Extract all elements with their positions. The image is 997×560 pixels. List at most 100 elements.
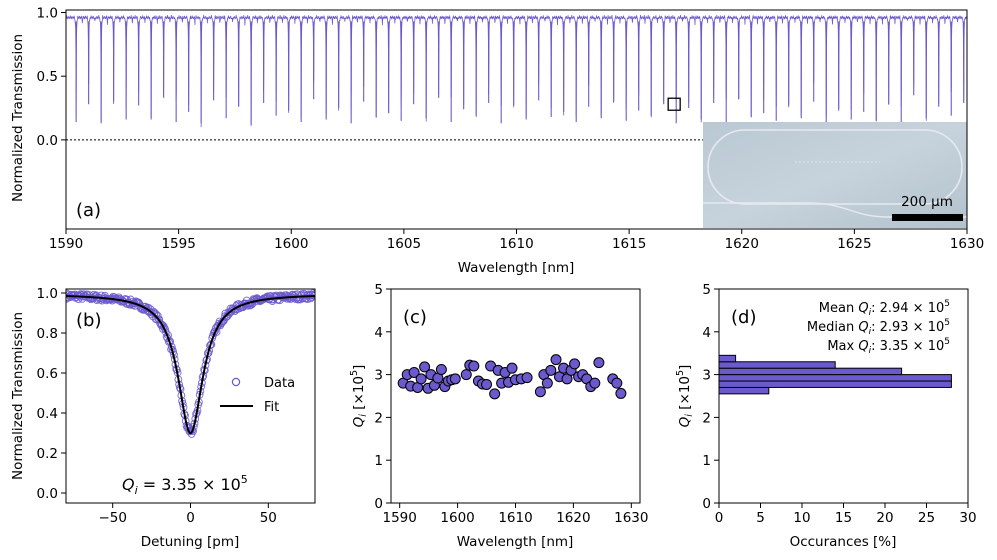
panel-b-xlabel: Detuning [pm] [141, 534, 240, 550]
y-tick-label: 0 [374, 496, 383, 512]
x-tick-label: 5 [756, 510, 765, 526]
q-point [468, 360, 480, 372]
x-tick-label: 1620 [725, 236, 759, 252]
x-tick-label: 1600 [274, 236, 308, 252]
q-point [593, 357, 605, 369]
y-tick-label: 5 [702, 282, 711, 298]
inset-micrograph: 200 µm [703, 122, 967, 228]
y-tick-label: 1.0 [37, 6, 58, 22]
data-point [311, 290, 315, 299]
panel-c: 1590 1600 1610 1620 1630 0 1 2 3 4 5 (c) Wavelengt… [349, 282, 648, 550]
panel-a-ylabel: Normalized Transmission [10, 34, 26, 202]
x-tick-label: 1595 [161, 236, 195, 252]
y-tick-label: 0.8 [37, 326, 58, 342]
y-tick-label: 5 [374, 282, 383, 298]
y-tick-label: 1 [702, 453, 711, 469]
x-tick-label: 1630 [950, 236, 984, 252]
histogram-bar [719, 374, 952, 382]
highlight-box [667, 97, 681, 111]
y-tick-label: 0.0 [37, 486, 58, 502]
panel-a-label: (a) [76, 200, 101, 221]
q-point [541, 377, 553, 389]
x-tick-label: 1620 [556, 510, 590, 526]
y-tick-label: 0 [702, 496, 711, 512]
panel-c-axes: 1590 1600 1610 1620 1630 0 1 2 3 4 5 [374, 282, 648, 526]
q-point [534, 386, 546, 398]
q-point [449, 373, 461, 385]
q-point [615, 387, 627, 399]
panel-c-label: (c) [403, 307, 427, 328]
y-tick-label: 2 [702, 410, 711, 426]
q-point [415, 373, 427, 385]
q-point [550, 354, 562, 366]
q-point [506, 362, 518, 374]
panel-c-xlabel: Wavelength [nm] [457, 534, 574, 550]
x-tick-label: 0 [715, 510, 724, 526]
stat-mean: Mean Qi: 2.94 × 105 [819, 299, 950, 318]
q-point [589, 377, 601, 389]
x-tick-label: 1605 [387, 236, 421, 252]
y-tick-label: 0.6 [37, 366, 58, 382]
panel-a: 200 µm 1590 1595 1600 1605 1610 1615 1620 1625 1… [10, 6, 984, 276]
y-tick-label: 1 [374, 453, 383, 469]
scale-bar [892, 214, 963, 221]
x-tick-label: 1615 [612, 236, 646, 252]
x-tick-label: 1610 [498, 510, 532, 526]
scale-bar-label: 200 µm [901, 194, 953, 210]
histogram-bar [719, 367, 903, 376]
x-tick-label: 1630 [614, 510, 648, 526]
y-tick-label: 4 [374, 325, 383, 341]
panel-a-xlabel: Wavelength [nm] [458, 260, 575, 276]
y-tick-label: 4 [702, 325, 711, 341]
legend-data-marker [231, 377, 241, 387]
y-tick-label: 2 [374, 410, 383, 426]
y-tick-label: 3 [702, 368, 711, 384]
panel-b-label: (b) [76, 310, 101, 331]
x-tick-label: 1600 [440, 510, 474, 526]
panel-c-frame [390, 288, 641, 504]
q-point [408, 366, 420, 378]
q-point [545, 364, 557, 376]
panel-d-label: (d) [731, 307, 756, 328]
panel-a-axes: 1590 1595 1600 1605 1610 1615 1620 1625 1630 0.0 0… [37, 6, 985, 252]
q-point [611, 377, 623, 389]
fit-line [66, 295, 315, 435]
y-tick-label: 3 [374, 368, 383, 384]
panel-d-plot [719, 354, 952, 395]
q-point [419, 361, 431, 373]
panel-b-axes: −50 0 50 0.0 0.2 0.4 0.6 0.8 1.0 [37, 286, 277, 526]
histogram-bar [719, 354, 737, 363]
q-point [569, 358, 581, 370]
transmission-trace [66, 14, 967, 128]
q-point [481, 378, 493, 390]
panel-b-plot [66, 289, 315, 438]
x-tick-label: 1625 [837, 236, 871, 252]
x-tick-label: 30 [959, 510, 976, 526]
panel-d-ylabel: Qi [×105] [675, 365, 695, 428]
y-tick-label: 0.0 [37, 133, 58, 149]
q-point [489, 388, 501, 400]
x-tick-label: −50 [98, 510, 127, 526]
q-point [521, 372, 533, 384]
x-tick-label: 20 [876, 510, 893, 526]
x-tick-label: 1610 [499, 236, 533, 252]
stat-max: Max Qi: 3.35 × 105 [827, 337, 950, 356]
panel-d-xlabel: Occurances [%] [790, 534, 897, 550]
y-tick-label: 0.4 [37, 406, 58, 422]
panel-c-plot [397, 354, 627, 400]
panel-d: 0 5 10 15 20 25 30 0 1 2 3 4 5 (d) Mean Qi: 2.94 × 1… [675, 282, 977, 550]
histogram-bar [719, 386, 770, 395]
panel-d-axes: 0 5 10 15 20 25 30 0 1 2 3 4 5 [702, 282, 976, 526]
x-tick-label: 10 [793, 510, 810, 526]
stat-median: Median Qi: 2.93 × 105 [807, 318, 950, 337]
panel-c-ylabel: Qi [×105] [349, 365, 369, 428]
y-tick-label: 0.5 [37, 69, 58, 85]
panel-b-legend: Data Fit [220, 376, 295, 415]
panel-b-frame [65, 288, 316, 504]
panel-b-q-annotation: Qi = 3.35 × 105 [122, 473, 248, 497]
x-tick-label: 1590 [49, 236, 83, 252]
legend-fit-label: Fit [264, 400, 279, 415]
panel-b: −50 0 50 0.0 0.2 0.4 0.6 0.8 1.0 (b) Data Fit Qi… [10, 286, 316, 550]
q-point [460, 369, 472, 381]
